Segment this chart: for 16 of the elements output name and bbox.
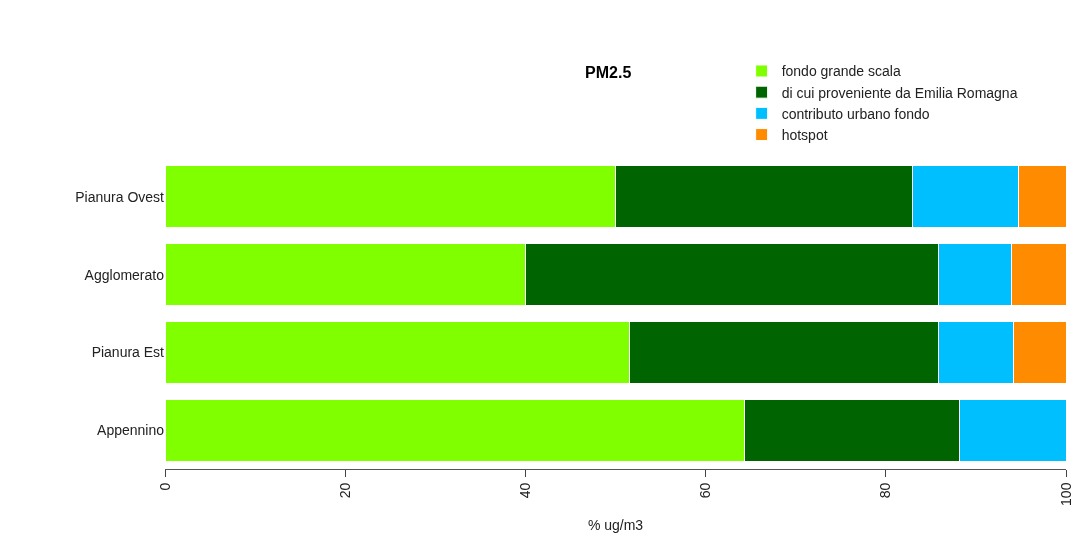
y-tick-label: Pianura Ovest (75, 188, 165, 205)
legend-label: fondo grande scala (781, 63, 901, 80)
x-tick-label: 100 (1057, 482, 1074, 506)
legend-label: contributo urbano fondo (781, 105, 930, 122)
x-tick-label: 20 (336, 482, 353, 499)
legend-label: hotspot (781, 127, 828, 144)
y-tick-label: Pianura Est (91, 344, 165, 361)
chart-title: PM2.5 (585, 64, 632, 82)
y-tick-label: Agglomerato (84, 266, 165, 283)
legend-label: di cui proveniente da Emilia Romagna (781, 84, 1018, 101)
x-tick-label: 60 (697, 482, 714, 499)
x-tick-label: 0 (156, 482, 173, 491)
x-tick-label: 40 (516, 482, 533, 499)
y-tick-label: Appennino (97, 422, 165, 439)
x-tick-label: 80 (877, 482, 894, 499)
x-axis-title: % ug/m3 (587, 517, 644, 534)
